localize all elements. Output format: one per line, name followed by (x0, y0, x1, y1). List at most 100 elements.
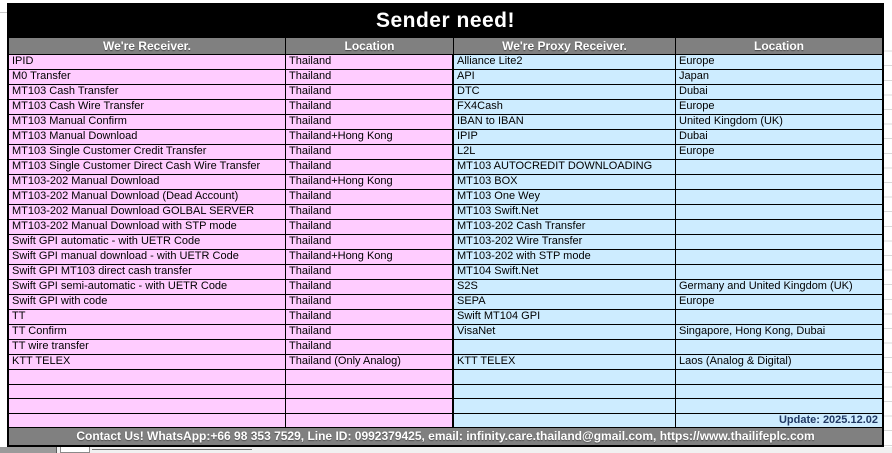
empty-proxy-receiver-cell[interactable] (454, 412, 676, 427)
receiver-cell[interactable]: Swift GPI automatic - with UETR Code (9, 234, 286, 249)
receiver-cell[interactable]: MT103-202 Manual Download (9, 174, 286, 189)
proxy-receiver-cell[interactable]: VisaNet (454, 324, 676, 339)
empty-proxy-receiver-cell[interactable] (454, 369, 676, 384)
receiver-cell[interactable]: MT103-202 Manual Download GOLBAL SERVER (9, 204, 286, 219)
receiver-location-cell[interactable]: Thailand (286, 159, 454, 174)
receiver-cell[interactable]: TT (9, 309, 286, 324)
proxy-location-cell[interactable] (676, 264, 882, 279)
receiver-location-cell[interactable]: Thailand (286, 339, 454, 354)
proxy-receiver-cell[interactable]: IBAN to IBAN (454, 114, 676, 129)
proxy-receiver-cell[interactable] (454, 339, 676, 354)
proxy-receiver-cell[interactable]: Swift MT104 GPI (454, 309, 676, 324)
empty-proxy-location-cell[interactable] (676, 398, 882, 413)
receiver-location-cell[interactable]: Thailand (286, 219, 454, 234)
receiver-cell[interactable]: MT103 Manual Confirm (9, 114, 286, 129)
proxy-location-cell[interactable] (676, 249, 882, 264)
proxy-receiver-cell[interactable]: MT104 Swift.Net (454, 264, 676, 279)
proxy-receiver-cell[interactable]: MT103-202 Cash Transfer (454, 219, 676, 234)
receiver-location-cell[interactable]: Thailand (286, 309, 454, 324)
proxy-location-cell[interactable] (676, 309, 882, 324)
receiver-cell[interactable]: MT103 Cash Transfer (9, 84, 286, 99)
proxy-receiver-cell[interactable]: MT103-202 Wire Transfer (454, 234, 676, 249)
receiver-cell[interactable]: MT103-202 Manual Download (Dead Account) (9, 189, 286, 204)
proxy-receiver-cell[interactable]: DTC (454, 84, 676, 99)
receiver-location-cell[interactable]: Thailand (286, 324, 454, 339)
receiver-cell[interactable]: MT103 Single Customer Credit Transfer (9, 144, 286, 159)
receiver-location-cell[interactable]: Thailand (286, 189, 454, 204)
receiver-cell[interactable]: Swift GPI semi-automatic - with UETR Cod… (9, 279, 286, 294)
proxy-location-cell[interactable]: Germany and United Kingdom (UK) (676, 279, 882, 294)
receiver-cell[interactable]: MT103-202 Manual Download with STP mode (9, 219, 286, 234)
receiver-location-cell[interactable]: Thailand+Hong Kong (286, 249, 454, 264)
proxy-location-cell[interactable]: Europe (676, 54, 882, 69)
receiver-location-cell[interactable]: Thailand (286, 204, 454, 219)
empty-receiver-location-cell[interactable] (286, 412, 454, 427)
proxy-receiver-cell[interactable]: FX4Cash (454, 99, 676, 114)
proxy-location-cell[interactable]: Dubai (676, 84, 882, 99)
proxy-location-cell[interactable] (676, 339, 882, 354)
proxy-receiver-cell[interactable]: Alliance Lite2 (454, 54, 676, 69)
proxy-receiver-cell[interactable]: L2L (454, 144, 676, 159)
proxy-receiver-cell[interactable]: IPIP (454, 129, 676, 144)
empty-receiver-cell[interactable] (9, 383, 286, 398)
proxy-location-cell[interactable] (676, 234, 882, 249)
update-note-cell[interactable]: Update: 2025.12.02 (676, 412, 882, 427)
proxy-location-cell[interactable]: Europe (676, 144, 882, 159)
receiver-cell[interactable]: MT103 Manual Download (9, 129, 286, 144)
receiver-location-cell[interactable]: Thailand+Hong Kong (286, 129, 454, 144)
empty-proxy-location-cell[interactable] (676, 369, 882, 384)
receiver-location-cell[interactable]: Thailand (286, 264, 454, 279)
proxy-receiver-cell[interactable]: KTT TELEX (454, 354, 676, 369)
receiver-cell[interactable]: MT103 Cash Wire Transfer (9, 99, 286, 114)
proxy-receiver-cell[interactable]: MT103-202 with STP mode (454, 249, 676, 264)
receiver-location-cell[interactable]: Thailand (286, 99, 454, 114)
empty-receiver-cell[interactable] (9, 398, 286, 413)
receiver-location-cell[interactable]: Thailand (286, 294, 454, 309)
empty-proxy-location-cell[interactable] (676, 383, 882, 398)
empty-receiver-location-cell[interactable] (286, 383, 454, 398)
proxy-location-cell[interactable] (676, 204, 882, 219)
receiver-cell[interactable]: TT wire transfer (9, 339, 286, 354)
empty-receiver-cell[interactable] (9, 369, 286, 384)
proxy-location-cell[interactable] (676, 189, 882, 204)
proxy-location-cell[interactable] (676, 159, 882, 174)
receiver-location-cell[interactable]: Thailand (286, 279, 454, 294)
receiver-location-cell[interactable]: Thailand (286, 69, 454, 84)
proxy-location-cell[interactable]: Europe (676, 99, 882, 114)
sheet-tab[interactable] (0, 447, 57, 453)
proxy-location-cell[interactable] (676, 219, 882, 234)
receiver-cell[interactable]: IPID (9, 54, 286, 69)
empty-proxy-receiver-cell[interactable] (454, 383, 676, 398)
proxy-location-cell[interactable]: Dubai (676, 129, 882, 144)
proxy-location-cell[interactable]: Japan (676, 69, 882, 84)
proxy-receiver-cell[interactable]: MT103 Swift.Net (454, 204, 676, 219)
receiver-location-cell[interactable]: Thailand (286, 84, 454, 99)
receiver-location-cell[interactable]: Thailand (286, 234, 454, 249)
proxy-location-cell[interactable]: Singapore, Hong Kong, Dubai (676, 324, 882, 339)
receiver-cell[interactable]: TT Confirm (9, 324, 286, 339)
proxy-receiver-cell[interactable]: API (454, 69, 676, 84)
receiver-location-cell[interactable]: Thailand+Hong Kong (286, 174, 454, 189)
receiver-cell[interactable]: KTT TELEX (9, 354, 286, 369)
receiver-cell[interactable]: Swift GPI manual download - with UETR Co… (9, 249, 286, 264)
empty-receiver-location-cell[interactable] (286, 369, 454, 384)
receiver-location-cell[interactable]: Thailand (Only Analog) (286, 354, 454, 369)
receiver-location-cell[interactable]: Thailand (286, 144, 454, 159)
proxy-receiver-cell[interactable]: SEPA (454, 294, 676, 309)
proxy-location-cell[interactable] (676, 174, 882, 189)
empty-proxy-receiver-cell[interactable] (454, 398, 676, 413)
receiver-cell[interactable]: Swift GPI with code (9, 294, 286, 309)
proxy-receiver-cell[interactable]: S2S (454, 279, 676, 294)
receiver-location-cell[interactable]: Thailand (286, 114, 454, 129)
receiver-cell[interactable]: M0 Transfer (9, 69, 286, 84)
receiver-location-cell[interactable]: Thailand (286, 54, 454, 69)
proxy-location-cell[interactable]: Europe (676, 294, 882, 309)
proxy-location-cell[interactable]: Laos (Analog & Digital) (676, 354, 882, 369)
proxy-receiver-cell[interactable]: MT103 One Wey (454, 189, 676, 204)
proxy-receiver-cell[interactable]: MT103 AUTOCREDIT DOWNLOADING (454, 159, 676, 174)
proxy-location-cell[interactable]: United Kingdom (UK) (676, 114, 882, 129)
sheet-tab[interactable] (60, 447, 90, 453)
proxy-receiver-cell[interactable]: MT103 BOX (454, 174, 676, 189)
empty-receiver-location-cell[interactable] (286, 398, 454, 413)
receiver-cell[interactable]: Swift GPI MT103 direct cash transfer (9, 264, 286, 279)
